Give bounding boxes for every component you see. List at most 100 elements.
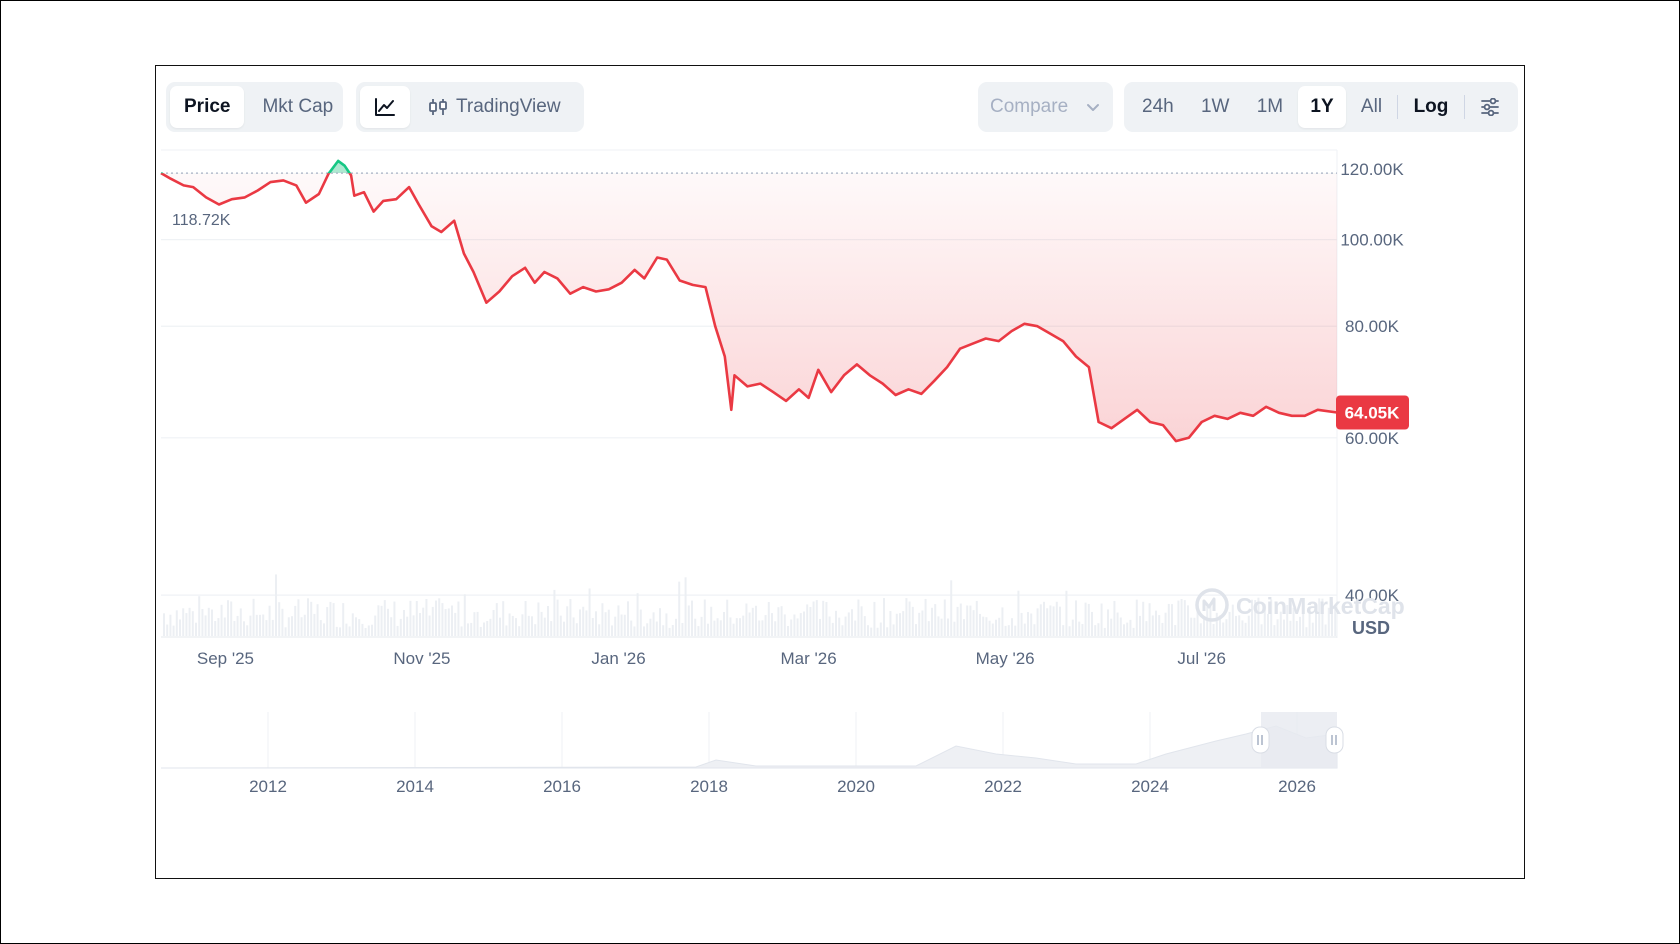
volume-bar — [447, 608, 450, 636]
volume-bar — [995, 619, 997, 636]
settings-sliders-icon — [1481, 98, 1499, 116]
currency-label: USD — [1352, 618, 1390, 638]
volume-bar — [1244, 622, 1247, 636]
volume-bar — [268, 605, 271, 636]
x-tick-label: Jul '26 — [1177, 649, 1226, 668]
volume-bar — [719, 620, 722, 636]
volume-bar — [1023, 623, 1026, 636]
volume-bar — [502, 601, 505, 636]
volume-bar — [419, 613, 421, 636]
volume-bar — [614, 616, 617, 636]
tab-market-cap[interactable]: Mkt Cap — [262, 96, 334, 117]
volume-bar — [655, 621, 658, 636]
chart-type-toggle: Price Mkt Cap — [166, 82, 343, 132]
volume-bar — [831, 622, 834, 636]
volume-bar — [499, 617, 501, 636]
range-all[interactable]: All — [1360, 96, 1383, 117]
volume-bar — [339, 627, 341, 636]
volume-bar — [1308, 606, 1311, 636]
volume-bar — [1219, 615, 1221, 636]
volume-bar — [1215, 612, 1218, 636]
volume-bar — [1212, 623, 1215, 636]
volume-bar — [617, 605, 620, 636]
price-chart-card: Price Mkt Cap TradingView Compare 24h — [155, 65, 1525, 879]
volume-bar — [1062, 625, 1065, 636]
volume-bar — [684, 577, 687, 636]
volume-bar — [204, 615, 207, 636]
volume-bar — [1279, 611, 1282, 636]
volume-bar — [659, 608, 661, 636]
volume-bar — [313, 613, 316, 636]
current-price-tag: 64.05K — [1336, 395, 1409, 430]
volume-bar — [1164, 612, 1167, 636]
range-navigator[interactable]: 2012 2014 2016 2018 2020 2022 2024 2026 — [160, 712, 1344, 796]
volume-bar — [1267, 613, 1269, 636]
volume-bar — [1046, 608, 1049, 636]
volume-bar — [937, 616, 940, 636]
volume-bar — [1078, 621, 1081, 636]
line-view-button[interactable] — [360, 86, 410, 128]
range-1m[interactable]: 1M — [1256, 96, 1284, 117]
volume-bar — [166, 624, 169, 636]
chart-settings-button[interactable] — [1468, 86, 1512, 128]
range-1w[interactable]: 1W — [1200, 96, 1230, 117]
volume-bar — [550, 621, 553, 636]
volume-bar — [902, 611, 905, 636]
volume-bar — [262, 614, 265, 636]
volume-bar — [636, 593, 639, 636]
volume-bar — [278, 602, 281, 636]
volume-bar — [1171, 604, 1173, 636]
volume-bar — [390, 617, 393, 636]
volume-bar — [956, 606, 959, 636]
volume-bar — [687, 605, 690, 636]
volume-bar — [460, 626, 463, 636]
price-chart: 120.00K 100.00K 80.00K 60.00K 40.00K Sep '25… — [160, 149, 1409, 796]
volume-bar — [188, 607, 191, 636]
volume-bar — [1302, 609, 1305, 636]
volume-bar — [950, 580, 953, 636]
y-axis: 120.00K 100.00K 80.00K 60.00K 40.00K — [1340, 160, 1404, 605]
volume-bar — [515, 618, 517, 636]
volume-bar — [1305, 627, 1308, 636]
tradingview-button[interactable]: TradingView — [414, 86, 575, 128]
price-line-up — [161, 159, 352, 174]
volume-bar — [319, 620, 322, 636]
volume-bar — [643, 626, 645, 636]
volume-bar — [847, 612, 850, 636]
navigator-left-handle[interactable] — [1251, 726, 1270, 754]
volume-bar — [1030, 613, 1033, 636]
volume-bar — [851, 609, 853, 636]
volume-bar — [726, 599, 729, 636]
volume-bar — [601, 603, 604, 636]
volume-bar — [867, 625, 869, 636]
volume-bar — [342, 603, 345, 636]
volume-bar — [1020, 612, 1023, 636]
volume-bar — [1235, 615, 1237, 636]
volume-bar — [540, 611, 543, 636]
compare-dropdown[interactable]: Compare — [978, 82, 1113, 132]
volume-bar — [963, 619, 965, 636]
volume-bar — [387, 608, 389, 636]
tab-price[interactable]: Price — [170, 86, 245, 128]
volume-bar — [1011, 618, 1013, 636]
range-24h[interactable]: 24h — [1142, 96, 1174, 117]
volume-bar — [1289, 620, 1292, 636]
log-scale-toggle[interactable]: Log — [1413, 96, 1449, 117]
volume-bar — [620, 614, 623, 636]
volume-bar — [803, 611, 805, 636]
volume-bar — [1190, 617, 1193, 636]
volume-bar — [1228, 611, 1231, 636]
volume-bar — [207, 607, 210, 636]
volume-bar — [998, 617, 1001, 636]
range-1y[interactable]: 1Y — [1298, 86, 1346, 128]
volume-bar — [1129, 619, 1132, 636]
volume-bar — [275, 574, 277, 636]
volume-bar — [627, 601, 629, 636]
navigator-selection[interactable] — [1261, 712, 1337, 768]
volume-bar — [931, 607, 933, 636]
volume-bar — [815, 600, 818, 636]
navigator-right-handle[interactable] — [1325, 726, 1344, 754]
volume-bar — [979, 613, 981, 636]
volume-bar — [294, 605, 297, 636]
volume-bar — [1193, 617, 1196, 636]
